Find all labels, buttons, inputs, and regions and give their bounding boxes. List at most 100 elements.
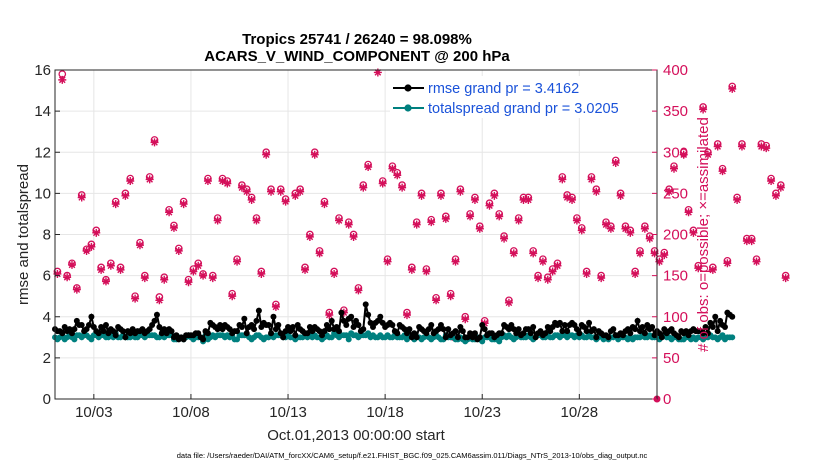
chart-title-line2: ACARS_V_WIND_COMPONENT @ 200 hPa — [204, 48, 510, 65]
rmse-point — [452, 328, 459, 335]
y-left-tick-label: 16 — [34, 62, 51, 79]
obs-assimilated-point — [587, 175, 596, 184]
y-left-tick-label: 2 — [43, 350, 51, 367]
rmse-point — [406, 326, 413, 333]
rmse-point — [641, 330, 648, 337]
rmse-point — [153, 311, 160, 318]
legend-spread-label: totalspread grand pr = 3.0205 — [428, 101, 619, 117]
x-axis-label: Oct.01,2013 00:00:00 start — [267, 427, 445, 444]
rmse-point — [243, 330, 250, 337]
rmse-point — [360, 326, 367, 333]
obs-assimilated-point — [271, 302, 280, 311]
rmse-point — [289, 324, 296, 331]
obs-assimilated-point — [669, 164, 678, 173]
obs-assimilated-point — [296, 187, 305, 196]
rmse-point — [292, 332, 299, 339]
obs-assimilated-point — [257, 269, 266, 278]
obs-assimilated-point — [184, 278, 193, 287]
y-left-tick-label: 12 — [34, 144, 51, 161]
obs-assimilated-point — [665, 187, 674, 196]
y-right-tick-label: 350 — [663, 103, 688, 120]
rmse-point — [632, 326, 639, 333]
rmse-point — [362, 301, 369, 308]
y-right-tick-label: 0 — [663, 391, 671, 408]
legend-box — [390, 76, 652, 118]
rmse-point — [328, 317, 335, 324]
y-left-tick-label: 6 — [43, 268, 51, 285]
obs-assimilated-point — [179, 200, 188, 209]
obs-assimilated-point — [189, 267, 198, 276]
rmse-point — [78, 321, 85, 328]
obs-assimilated-point — [524, 195, 533, 204]
rmse-point — [559, 328, 566, 335]
obs-assimilated-point — [427, 218, 436, 227]
obs-assimilated-point — [495, 212, 504, 221]
obs-assimilated-point — [305, 232, 314, 241]
rmse-point — [586, 319, 593, 326]
obs-assimilated-point — [373, 68, 382, 77]
rmse-point — [255, 307, 262, 314]
obs-assimilated-point — [252, 216, 261, 225]
obs-assimilated-point — [77, 193, 86, 202]
rmse-point — [336, 328, 343, 335]
rmse-point — [704, 330, 711, 337]
obs-assimilated-point — [344, 220, 353, 229]
rmse-point — [348, 313, 355, 320]
rmse-point — [151, 317, 158, 324]
rmse-point — [200, 336, 207, 343]
obs-assimilated-point — [116, 265, 125, 274]
obs-assimilated-point — [616, 191, 625, 200]
obs-assimilated-point — [364, 163, 373, 172]
obs-assimilated-point — [441, 214, 450, 223]
x-tick-label: 10/08 — [172, 404, 210, 421]
rmse-point — [326, 326, 333, 333]
obs-assimilated-point — [320, 200, 329, 209]
obs-assimilated-point — [475, 224, 484, 233]
rmse-point — [156, 324, 163, 331]
obs-assimilated-point — [757, 142, 766, 151]
obs-assimilated-point — [63, 273, 72, 282]
obs-assimilated-point — [310, 150, 319, 159]
rmse-point — [700, 330, 707, 337]
y-right-tick-label: 200 — [663, 227, 688, 244]
obs-assimilated-point — [568, 195, 577, 204]
obs-assimilated-point — [602, 220, 611, 229]
rmse-point — [122, 334, 129, 341]
obs-assimilated-point — [174, 246, 183, 255]
obs-assimilated-point — [92, 228, 101, 237]
rmse-point — [702, 324, 709, 331]
rmse-point — [377, 313, 384, 320]
obs-assimilated-point — [417, 191, 426, 200]
y-right-tick-label: 250 — [663, 185, 688, 202]
obs-assimilated-point — [237, 183, 246, 192]
rmse-point — [634, 317, 641, 324]
obs-assimilated-point — [160, 275, 169, 284]
spread-point — [729, 334, 736, 341]
obs-assimilated-point — [640, 224, 649, 233]
obs-assimilated-point — [72, 285, 81, 294]
y-left-tick-label: 8 — [43, 227, 51, 244]
obs-assimilated-point — [267, 187, 276, 196]
obs-assimilated-point — [543, 275, 552, 284]
rmse-point — [168, 328, 175, 335]
obs-assimilated-point — [592, 187, 601, 196]
rmse-point — [471, 330, 478, 337]
y-right-tick-label: 100 — [663, 309, 688, 326]
legend: rmse grand pr = 3.4162 totalspread grand… — [390, 76, 652, 118]
obs-assimilated-point — [213, 216, 222, 225]
obs-assimilated-point — [315, 249, 324, 258]
rmse-point — [593, 334, 600, 341]
legend-rmse-label: rmse grand pr = 3.4162 — [428, 81, 579, 97]
obs-assimilated-point — [529, 249, 538, 258]
obs-assimilated-point — [145, 175, 154, 184]
obs-assimilated-point — [126, 177, 135, 186]
obs-assimilated-point — [106, 261, 115, 270]
rmse-point — [590, 326, 597, 333]
rmse-point — [389, 321, 396, 328]
rmse-point — [85, 321, 92, 328]
obs-assimilated-point — [558, 175, 567, 184]
obs-assimilated-point — [582, 269, 591, 278]
obs-assimilated-point — [504, 298, 513, 307]
y-right-tick-label: 400 — [663, 62, 688, 79]
rmse-point — [100, 328, 107, 335]
